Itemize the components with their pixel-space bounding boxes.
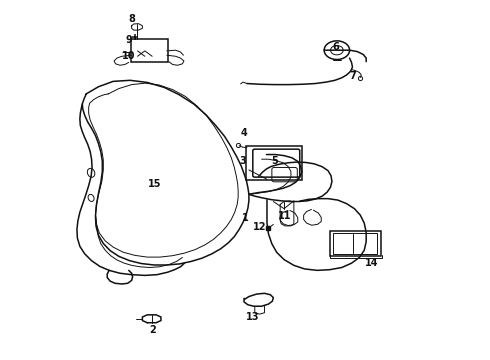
Text: 10: 10 xyxy=(122,51,135,61)
Text: 2: 2 xyxy=(149,325,155,335)
Text: 8: 8 xyxy=(128,14,135,24)
Text: 6: 6 xyxy=(332,42,339,52)
Text: 14: 14 xyxy=(365,258,379,268)
Text: 4: 4 xyxy=(241,128,247,138)
Text: 13: 13 xyxy=(246,312,260,322)
Text: 7: 7 xyxy=(349,71,356,81)
Text: 1: 1 xyxy=(242,213,248,222)
Text: 11: 11 xyxy=(278,211,292,221)
Text: 3: 3 xyxy=(239,156,246,166)
Text: 15: 15 xyxy=(148,179,161,189)
Text: 5: 5 xyxy=(271,156,278,166)
Text: 9: 9 xyxy=(125,35,132,45)
Text: 12: 12 xyxy=(253,222,267,232)
